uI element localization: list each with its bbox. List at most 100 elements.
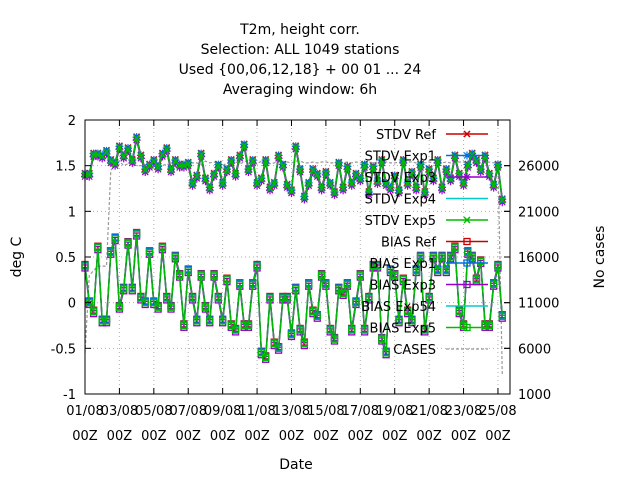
legend-label: CASES bbox=[393, 343, 436, 358]
legend-marker bbox=[463, 280, 471, 289]
data-point-stdv-4 bbox=[300, 194, 308, 202]
data-point-bias-4 bbox=[98, 317, 106, 325]
data-point-bias-4 bbox=[446, 253, 455, 261]
data-point-stdv-1 bbox=[352, 169, 361, 178]
x-tick-label-hour: 00Z bbox=[244, 429, 270, 444]
data-point-bias-4 bbox=[326, 326, 334, 334]
legend-label: BIAS Exp5 bbox=[370, 322, 436, 337]
data-point-bias-4 bbox=[472, 276, 481, 284]
data-point-bias-4 bbox=[481, 321, 489, 330]
data-point-bias-4 bbox=[309, 308, 317, 316]
data-point-stdv-4 bbox=[339, 184, 347, 193]
x-tick-label-hour: 00Z bbox=[141, 429, 167, 444]
data-point-bias-4 bbox=[399, 276, 407, 284]
legend-label: STDV Exp4 bbox=[365, 193, 436, 208]
data-point-bias-4 bbox=[253, 262, 261, 270]
data-point-bias-4 bbox=[451, 244, 459, 252]
data-point-bias-4 bbox=[490, 280, 498, 289]
data-point-stdv-1 bbox=[132, 133, 141, 142]
data-point-stdv-4 bbox=[438, 184, 446, 193]
data-point-bias-4 bbox=[283, 294, 291, 302]
x-tick-label: 11/08 bbox=[238, 404, 275, 419]
data-point-stdv-4 bbox=[257, 175, 265, 183]
data-point-stdv-4 bbox=[85, 171, 93, 179]
data-point-bias-4 bbox=[378, 335, 386, 343]
data-point-stdv-1 bbox=[433, 156, 442, 165]
data-point-stdv-4 bbox=[283, 182, 291, 190]
data-point-stdv-4 bbox=[442, 166, 450, 174]
title-line-4: Averaging window: 6h bbox=[223, 82, 377, 98]
data-point-bias-4 bbox=[145, 248, 154, 257]
x-tick-label: 15/08 bbox=[307, 404, 344, 419]
data-point-bias-4 bbox=[158, 244, 167, 252]
data-point-stdv-4 bbox=[460, 180, 468, 188]
data-point-stdv-4 bbox=[206, 184, 214, 193]
data-point-stdv-4 bbox=[150, 157, 158, 165]
data-point-stdv-4 bbox=[361, 162, 369, 170]
x-tick-label: 13/08 bbox=[273, 404, 310, 419]
data-point-stdv-4 bbox=[330, 189, 339, 197]
data-point-stdv-4 bbox=[232, 171, 240, 179]
legend-marker bbox=[463, 259, 471, 267]
data-point-stdv-4 bbox=[408, 169, 416, 177]
data-point-bias-4 bbox=[373, 262, 382, 270]
data-point-stdv-4 bbox=[214, 162, 222, 170]
data-point-bias-4 bbox=[416, 253, 425, 261]
data-point-stdv-1 bbox=[93, 149, 102, 158]
data-point-stdv-4 bbox=[481, 153, 489, 161]
x-tick-label-hour: 00Z bbox=[313, 429, 339, 444]
data-point-stdv-4 bbox=[133, 134, 141, 142]
data-point-stdv-1 bbox=[175, 160, 184, 169]
data-point-bias-4 bbox=[468, 253, 476, 261]
x-tick-label-hour: 00Z bbox=[348, 429, 374, 444]
data-point-bias-4 bbox=[494, 262, 502, 270]
y2-tick-label: 6000 bbox=[518, 342, 551, 357]
data-point-bias-4 bbox=[115, 303, 124, 311]
data-point-stdv-4 bbox=[404, 180, 412, 188]
legend-label: STDV Exp3 bbox=[365, 171, 436, 186]
data-point-stdv-1 bbox=[493, 160, 502, 169]
data-point-bias-4 bbox=[429, 253, 438, 261]
data-point-bias-4 bbox=[150, 299, 158, 307]
y2-axis: 1000 6000 11000 16000 21000 26000 bbox=[504, 160, 559, 403]
y-tick-label: -0.5 bbox=[51, 342, 76, 357]
data-point-bias-4 bbox=[206, 317, 214, 325]
chart-title: T2m, height corr. Selection: ALL 1049 st… bbox=[179, 22, 422, 98]
data-point-bias-4 bbox=[386, 267, 395, 275]
data-point-stdv-4 bbox=[107, 157, 115, 165]
x-tick-label-hour: 00Z bbox=[485, 429, 511, 444]
data-point-stdv-4 bbox=[94, 151, 102, 159]
data-point-bias-4 bbox=[395, 317, 403, 325]
data-point-stdv-4 bbox=[189, 180, 197, 188]
legend-marker bbox=[463, 173, 471, 181]
data-point-bias-4 bbox=[141, 299, 149, 307]
data-point-stdv-4 bbox=[240, 142, 248, 150]
data-point-bias-4 bbox=[274, 344, 283, 352]
data-point-bias-4 bbox=[296, 326, 304, 334]
data-point-stdv-4 bbox=[477, 166, 485, 174]
data-point-stdv-1 bbox=[89, 149, 98, 158]
data-point-bias-4 bbox=[287, 330, 296, 339]
legend-label: STDV Ref bbox=[376, 128, 436, 143]
data-point-bias-4 bbox=[305, 280, 313, 289]
data-point-stdv-4 bbox=[451, 153, 459, 161]
y-tick-label: 2 bbox=[68, 114, 76, 129]
data-point-bias-4 bbox=[330, 335, 339, 343]
data-point-bias-4 bbox=[300, 340, 309, 348]
x-tick-label-hour: 00Z bbox=[416, 429, 442, 444]
title-line-2: Selection: ALL 1049 stations bbox=[201, 42, 400, 58]
data-point-bias-4 bbox=[292, 285, 300, 293]
data-point-stdv-1 bbox=[145, 160, 154, 169]
data-point-stdv-1 bbox=[472, 156, 481, 165]
y-axis-label: deg C bbox=[9, 236, 25, 277]
data-point-stdv-1 bbox=[98, 151, 107, 160]
data-point-bias-4 bbox=[102, 317, 111, 325]
legend-label: BIAS Exp54 bbox=[361, 300, 436, 315]
data-point-stdv-4 bbox=[416, 162, 425, 170]
data-point-stdv-1 bbox=[261, 156, 270, 165]
x-axis: 01/0800Z03/0800Z05/0800Z07/0800Z09/0800Z… bbox=[66, 120, 517, 444]
y-tick-label: 0.5 bbox=[55, 251, 76, 266]
data-point-stdv-4 bbox=[464, 162, 472, 170]
data-point-bias-4 bbox=[175, 271, 184, 279]
